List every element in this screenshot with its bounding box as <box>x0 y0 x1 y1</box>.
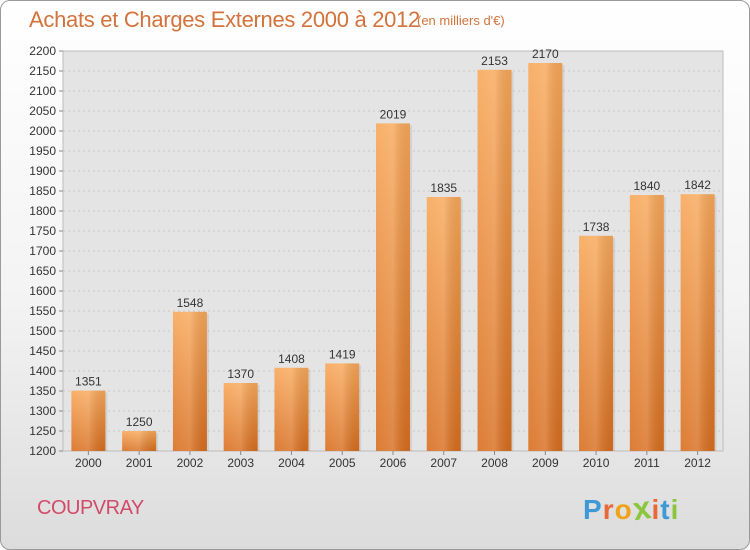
bar-value-label: 1370 <box>227 367 254 381</box>
bar-shine <box>477 69 512 452</box>
x-tick-label: 2008 <box>481 456 508 470</box>
y-tick-label: 1350 <box>29 384 56 398</box>
bar-shine <box>274 367 309 451</box>
y-tick-label: 1500 <box>29 324 56 338</box>
bar-shine <box>680 194 715 451</box>
x-axis-ticks: 2000 2001 2002 2003 2004 2005 2006 2007 2008 2009… <box>75 451 711 470</box>
bar-shine <box>426 197 461 451</box>
y-tick-label: 1950 <box>29 144 56 158</box>
x-tick-label: 2007 <box>430 456 457 470</box>
logo-letter: r <box>602 494 615 525</box>
bar-value-label: 2019 <box>380 107 407 121</box>
bar-value-label: 2170 <box>532 47 559 61</box>
bar-value-label: 2153 <box>481 54 508 68</box>
bar-value-label: 1835 <box>430 181 457 195</box>
x-tick-label: 2002 <box>177 456 204 470</box>
y-axis-ticks: 1200 1250 1300 1350 1400 1450 1500 1550 1600 1650… <box>29 44 63 458</box>
x-tick-label: 2009 <box>532 456 559 470</box>
y-tick-label: 1250 <box>29 424 56 438</box>
y-tick-label: 1650 <box>29 264 56 278</box>
x-tick-label: 2003 <box>227 456 254 470</box>
y-tick-label: 1550 <box>29 304 56 318</box>
x-tick-label: 2004 <box>278 456 305 470</box>
x-tick-label: 2006 <box>380 456 407 470</box>
y-tick-label: 1300 <box>29 404 56 418</box>
bar-shine <box>528 63 563 451</box>
x-tick-label: 2001 <box>126 456 153 470</box>
logo-letter: i <box>670 494 680 525</box>
bar-value-label: 1250 <box>126 415 153 429</box>
bar-value-label: 1548 <box>177 296 204 310</box>
bar-value-label: 1419 <box>329 347 356 361</box>
bar-value-label: 1840 <box>633 179 660 193</box>
logo-letter: t <box>660 494 671 525</box>
bar-value-label: 1351 <box>75 375 102 389</box>
logo-letter: o <box>614 494 633 525</box>
y-tick-label: 1200 <box>29 444 56 458</box>
chart-title: Achats et Charges Externes 2000 à 2012 <box>29 7 420 32</box>
y-tick-label: 1400 <box>29 364 56 378</box>
city-name: COUPVRAY <box>37 497 144 519</box>
y-tick-label: 2150 <box>29 64 56 78</box>
y-tick-label: 1850 <box>29 184 56 198</box>
bar-value-label: 1738 <box>583 220 610 234</box>
bar-shine <box>223 383 258 451</box>
bar-shine <box>325 363 360 451</box>
bar-shine <box>122 431 157 451</box>
bar-shine <box>376 123 410 452</box>
x-tick-label: 2010 <box>583 456 610 470</box>
logo-letter: P <box>583 494 603 525</box>
bar-value-label: 1408 <box>278 352 305 366</box>
bar-value-label: 1842 <box>684 178 711 192</box>
bars: 1351 1250 1548 1370 1408 1419 2019 1835 2153 2170… <box>71 47 717 452</box>
bar-shine <box>629 195 664 451</box>
chart-subtitle: (en milliers d'€) <box>417 13 505 28</box>
bar-shine <box>172 311 207 451</box>
y-tick-label: 2000 <box>29 124 56 138</box>
bar-shine <box>579 235 614 451</box>
y-tick-label: 1700 <box>29 244 56 258</box>
logo-letter: x <box>630 488 654 528</box>
bar-shine <box>71 390 106 451</box>
y-tick-label: 2200 <box>29 44 56 58</box>
y-tick-label: 1750 <box>29 224 56 238</box>
logo-letter: i <box>651 494 661 525</box>
y-tick-label: 2100 <box>29 84 56 98</box>
x-tick-label: 2005 <box>329 456 356 470</box>
y-tick-label: 1900 <box>29 164 56 178</box>
proxiti-logo: Proxiti <box>583 488 680 528</box>
y-tick-label: 1800 <box>29 204 56 218</box>
y-tick-label: 2050 <box>29 104 56 118</box>
x-tick-label: 2000 <box>75 456 102 470</box>
x-tick-label: 2011 <box>634 456 660 470</box>
y-tick-label: 1600 <box>29 284 56 298</box>
x-tick-label: 2012 <box>684 456 711 470</box>
y-tick-label: 1450 <box>29 344 56 358</box>
